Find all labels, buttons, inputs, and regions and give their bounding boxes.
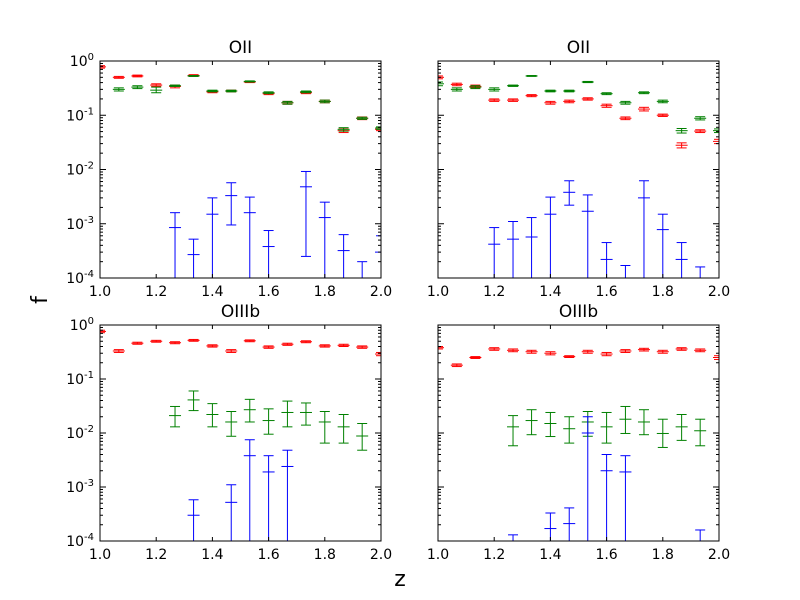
y-tick-label: 10-2 (66, 161, 94, 179)
y-tick-label: 10-2 (66, 424, 94, 442)
x-tick-label: 1.2 (145, 547, 167, 563)
x-tick-label: 2.0 (708, 284, 730, 300)
x-tick-label: 1.4 (539, 547, 561, 563)
panel-2: OII 1.0 1.2 1.4 1.6 1.8 2.0 (427, 38, 730, 300)
x-tick-label: 1.2 (483, 284, 505, 300)
x-tick-label: 1.8 (314, 284, 336, 300)
x-axis-label: z (394, 567, 406, 592)
panel-4-data (438, 345, 719, 541)
x-tick-label: 1.4 (201, 547, 223, 563)
y-tick-label: 10-4 (66, 269, 94, 287)
panel-title: OIIIb (559, 302, 598, 322)
y-tick-label: 10-3 (66, 478, 94, 496)
series-green (438, 75, 719, 134)
panel-3-frame (99, 324, 382, 542)
y-tick-label: 10-3 (66, 215, 94, 233)
y-tick-label: 100 (70, 52, 94, 70)
x-tick-label: 1.0 (427, 547, 449, 563)
panel-3: OIIIb 1.0 1.2 1.4 1.6 1.8 2.0 100 10-1 10-2 10-3 10… (66, 302, 392, 563)
x-tick-label: 1.6 (257, 547, 279, 563)
x-tick-label: 1.0 (427, 284, 449, 300)
x-tick-label: 2.0 (370, 547, 392, 563)
series-red (100, 329, 381, 357)
panel-grid: OII 1.0 1.2 1.4 1.6 1.8 2.0 100 10-1 10-2 10-3 10-4… (66, 38, 730, 563)
x-tick-label: 2.0 (370, 284, 392, 300)
x-tick-label: 1.6 (257, 284, 279, 300)
x-tick-label: 1.6 (595, 284, 617, 300)
y-tick-label: 10-1 (66, 370, 94, 388)
panel-4: OIIIb 1.0 1.2 1.4 1.6 1.8 2.0 (427, 302, 730, 563)
y-tick-label: 100 (70, 316, 94, 334)
x-tick-label: 1.6 (595, 547, 617, 563)
x-tick-label: 1.0 (89, 284, 111, 300)
panel-2-data (438, 75, 719, 278)
x-tick-label: 1.8 (652, 547, 674, 563)
x-tick-label: 1.8 (314, 547, 336, 563)
series-blue (187, 439, 294, 541)
x-tick-label: 1.4 (539, 284, 561, 300)
y-tick-label: 10-4 (66, 532, 94, 550)
panel-1-data (100, 65, 381, 278)
panel-title: OII (567, 38, 590, 58)
panel-title: OII (229, 38, 252, 58)
x-tick-label: 1.2 (145, 284, 167, 300)
x-tick-label: 1.8 (652, 284, 674, 300)
panel-1: OII 1.0 1.2 1.4 1.6 1.8 2.0 100 10-1 10-2 10-3 10-4 (66, 38, 392, 300)
series-green (507, 405, 707, 448)
series-blue (488, 180, 707, 278)
panel-2-frame (437, 60, 720, 279)
x-tick-label: 1.2 (483, 547, 505, 563)
series-green (169, 390, 369, 451)
series-blue (507, 416, 707, 541)
series-red (100, 65, 381, 134)
x-tick-label: 1.4 (201, 284, 223, 300)
series-green (112, 75, 381, 132)
series-blue (169, 170, 381, 278)
y-tick-label: 10-1 (66, 106, 94, 124)
series-red (438, 75, 719, 149)
x-tick-label: 2.0 (708, 547, 730, 563)
panel-1-frame (99, 60, 382, 279)
series-red (438, 345, 719, 368)
panel-title: OIIIb (221, 302, 260, 322)
y-axis-label: f (28, 295, 53, 304)
panel-3-data (100, 329, 381, 541)
x-tick-label: 1.0 (89, 547, 111, 563)
